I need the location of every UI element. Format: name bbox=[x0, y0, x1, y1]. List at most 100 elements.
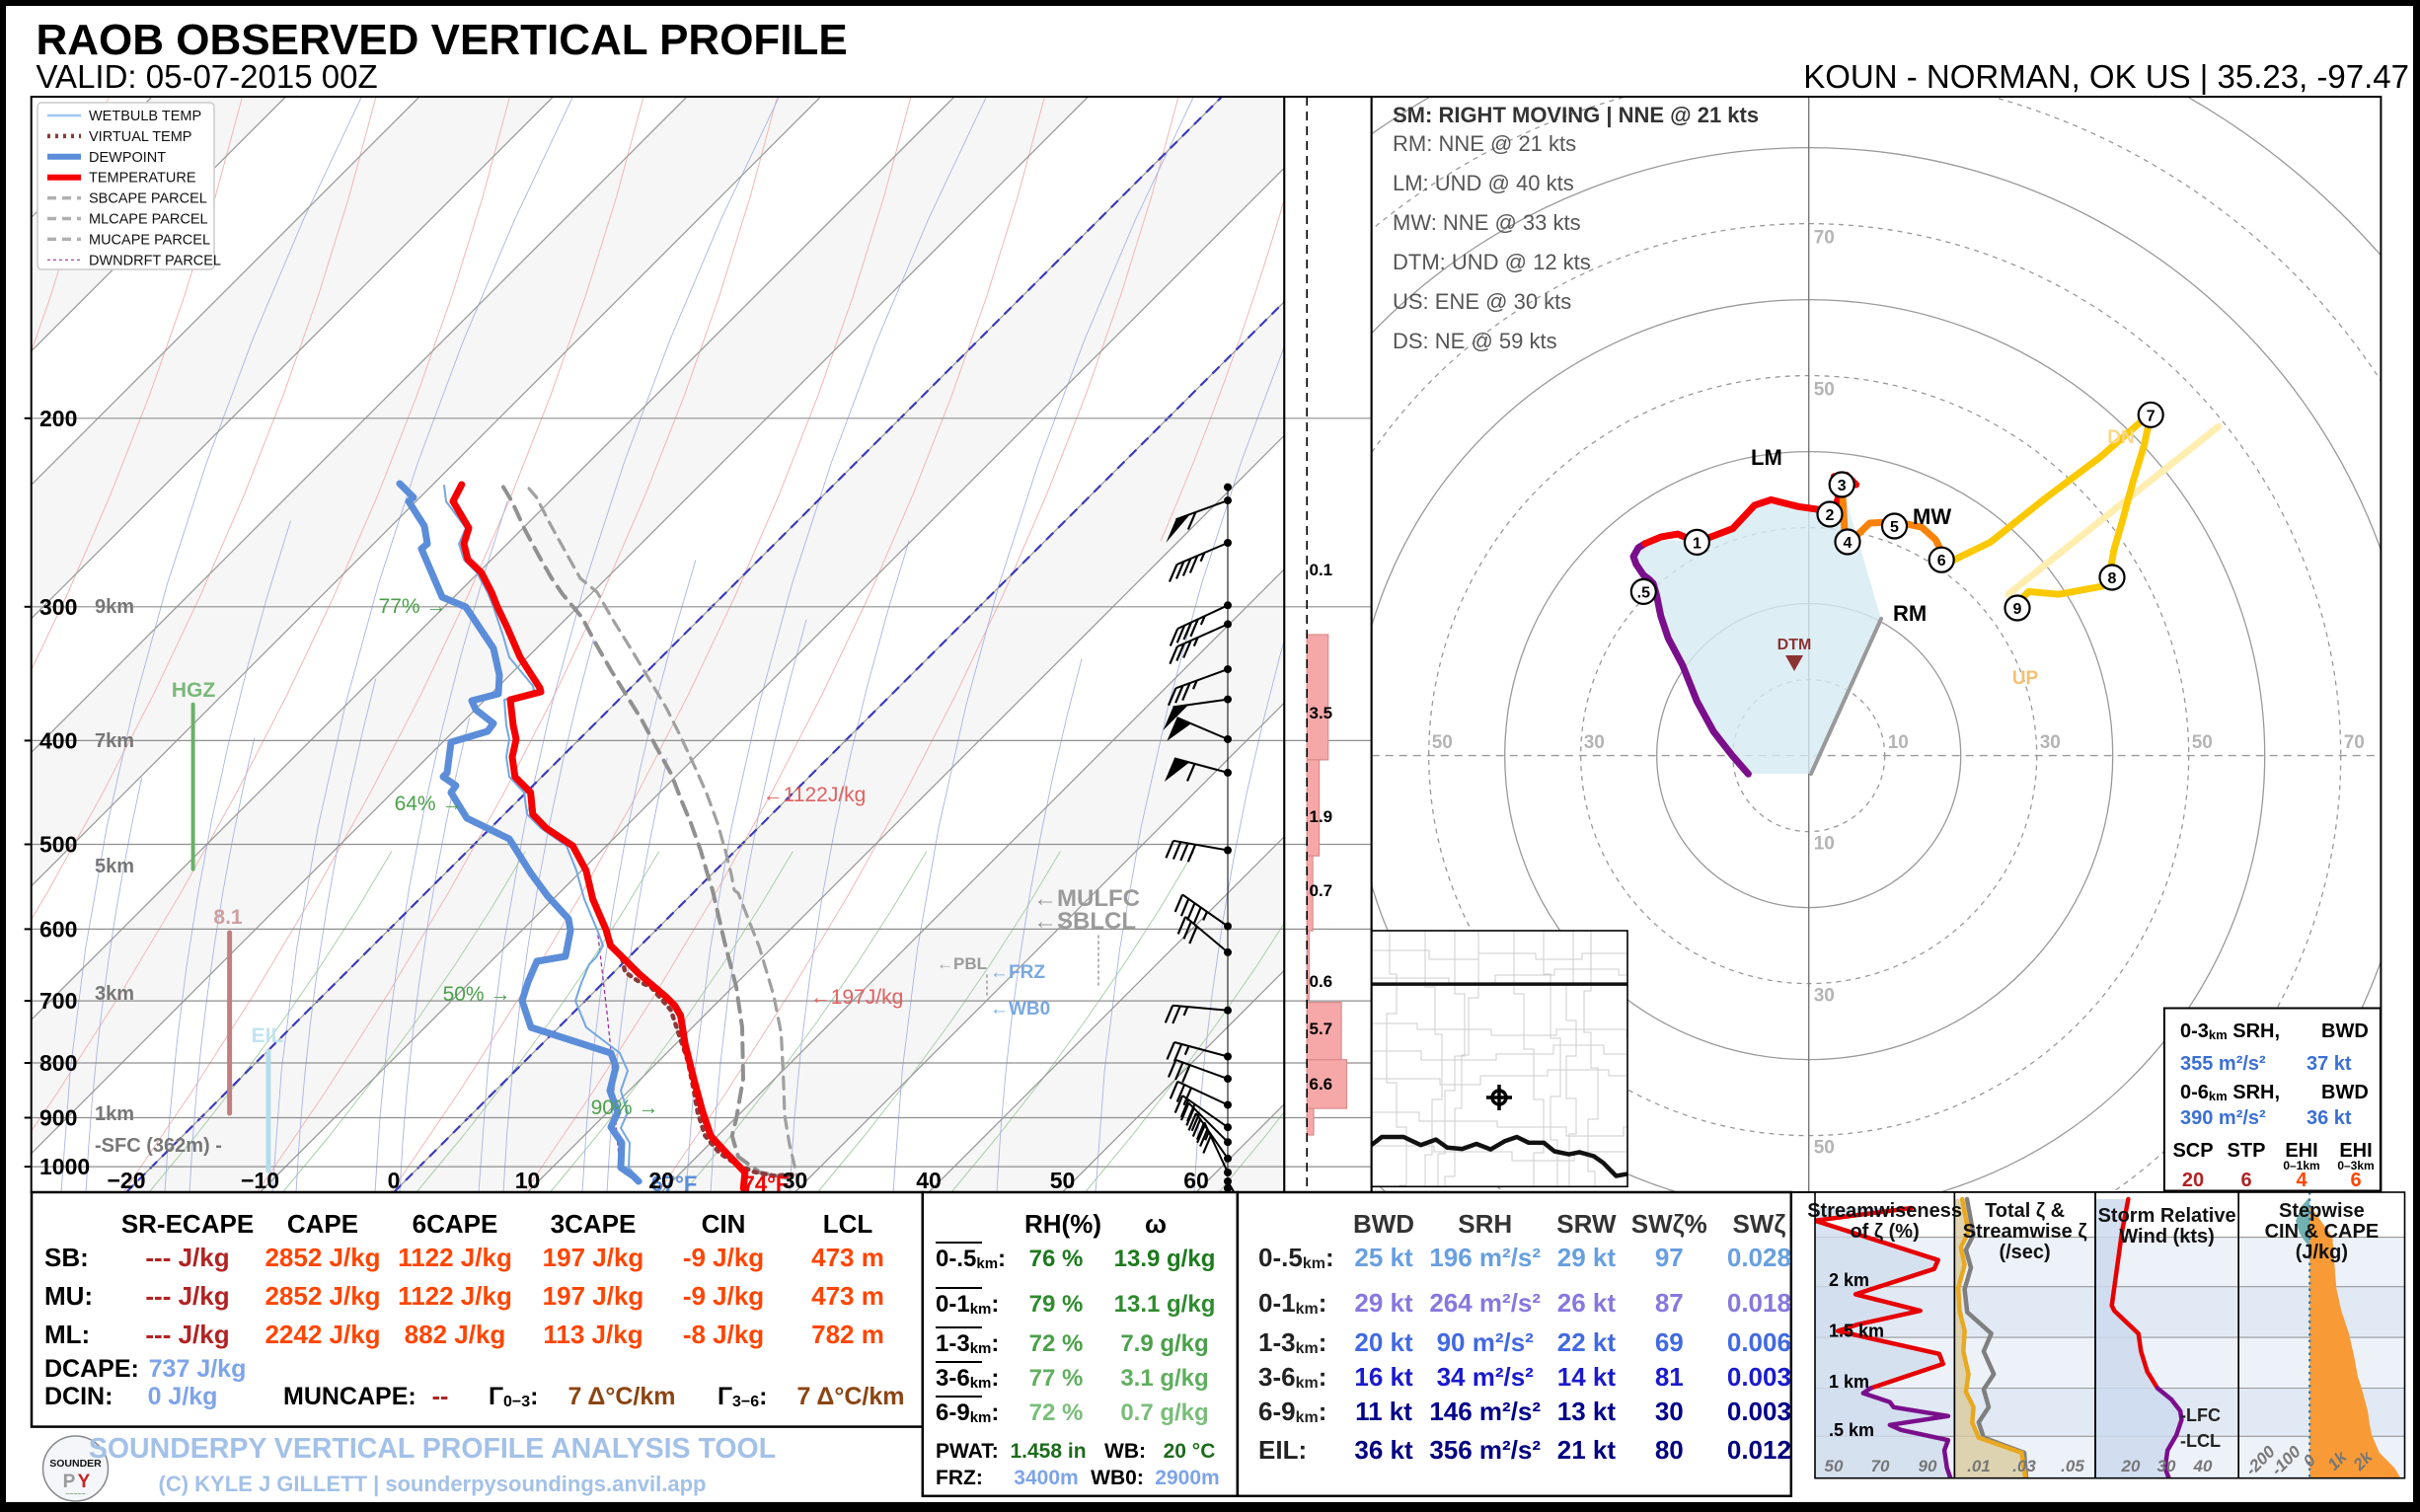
svg-text:97: 97 bbox=[1655, 1243, 1684, 1272]
svg-text:0-3km SRH,: 0-3km SRH, bbox=[2180, 1021, 2280, 1042]
svg-text:390 m²/s²: 390 m²/s² bbox=[2180, 1107, 2266, 1129]
svg-text:90% →: 90% → bbox=[591, 1096, 659, 1119]
svg-text:6: 6 bbox=[1937, 553, 1946, 569]
svg-text:13 kt: 13 kt bbox=[1557, 1397, 1617, 1426]
svg-text:4: 4 bbox=[1844, 535, 1853, 552]
svg-text:30: 30 bbox=[1814, 986, 1835, 1007]
svg-text:22 kt: 22 kt bbox=[1557, 1327, 1617, 1357]
svg-text:0.028: 0.028 bbox=[1727, 1243, 1791, 1272]
svg-text:WB0:: WB0: bbox=[1091, 1467, 1144, 1489]
svg-text:20: 20 bbox=[648, 1168, 674, 1193]
svg-text:113 J/kg: 113 J/kg bbox=[543, 1320, 643, 1349]
svg-text:30: 30 bbox=[1584, 732, 1605, 753]
svg-text:DTM: UND @ 12 kts: DTM: UND @ 12 kts bbox=[1393, 250, 1591, 274]
svg-text:30: 30 bbox=[2157, 1457, 2176, 1475]
svg-text:1000: 1000 bbox=[39, 1154, 90, 1179]
svg-text:10: 10 bbox=[1814, 834, 1835, 855]
svg-text:US: ENE @ 30 kts: US: ENE @ 30 kts bbox=[1393, 289, 1571, 314]
svg-text:50: 50 bbox=[1825, 1457, 1844, 1475]
svg-text:-8 J/kg: -8 J/kg bbox=[683, 1320, 764, 1349]
svg-text:EHI: EHI bbox=[2339, 1140, 2372, 1162]
svg-text:76 %: 76 % bbox=[1029, 1246, 1084, 1272]
svg-text:Total ζ &: Total ζ & bbox=[1985, 1200, 2065, 1222]
svg-text:6: 6 bbox=[2350, 1170, 2361, 1191]
svg-text:50: 50 bbox=[1814, 380, 1835, 401]
svg-text:79 %: 79 % bbox=[1029, 1291, 1084, 1318]
svg-text:Streamwise ζ: Streamwise ζ bbox=[1963, 1221, 2087, 1243]
svg-text:of ζ (%): of ζ (%) bbox=[1850, 1221, 1919, 1243]
svg-text:MU:: MU: bbox=[44, 1281, 93, 1311]
svg-text:2242 J/kg: 2242 J/kg bbox=[265, 1320, 380, 1349]
svg-text:50: 50 bbox=[1432, 732, 1453, 753]
svg-text:DCIN:: DCIN: bbox=[44, 1383, 113, 1410]
svg-text:146 m²/s²: 146 m²/s² bbox=[1429, 1397, 1541, 1426]
svg-text:782 m: 782 m bbox=[811, 1320, 884, 1349]
svg-text:197 J/kg: 197 J/kg bbox=[543, 1243, 644, 1272]
svg-text:8.1: 8.1 bbox=[213, 906, 243, 929]
svg-text:21 kt: 21 kt bbox=[1557, 1435, 1617, 1465]
svg-text:--: -- bbox=[432, 1383, 449, 1410]
svg-text:P: P bbox=[63, 1472, 76, 1492]
svg-text:-9 J/kg: -9 J/kg bbox=[683, 1281, 764, 1311]
svg-text:DTM: DTM bbox=[1777, 637, 1812, 653]
svg-text:SBCAPE PARCEL: SBCAPE PARCEL bbox=[89, 191, 207, 207]
svg-text:0-6km SRH,: 0-6km SRH, bbox=[2180, 1082, 2280, 1103]
svg-text:0-.5km:: 0-.5km: bbox=[936, 1246, 1006, 1272]
svg-text:400: 400 bbox=[39, 727, 77, 753]
svg-text:8: 8 bbox=[2108, 570, 2117, 587]
svg-text:0–1km: 0–1km bbox=[2283, 1159, 2319, 1172]
svg-text:36 kt: 36 kt bbox=[2307, 1107, 2352, 1129]
svg-text:1: 1 bbox=[1693, 535, 1702, 552]
svg-text:700: 700 bbox=[39, 988, 77, 1014]
svg-text:30: 30 bbox=[783, 1168, 808, 1193]
svg-text:-LFC: -LFC bbox=[2180, 1405, 2221, 1425]
svg-text:ML:: ML: bbox=[44, 1320, 90, 1349]
svg-text:LCL: LCL bbox=[823, 1209, 873, 1239]
svg-text:1122 J/kg: 1122 J/kg bbox=[398, 1243, 512, 1272]
svg-text:60: 60 bbox=[1183, 1168, 1209, 1193]
svg-text:473 m: 473 m bbox=[811, 1243, 884, 1272]
svg-text:STP: STP bbox=[2228, 1140, 2266, 1162]
svg-text:81: 81 bbox=[1655, 1362, 1684, 1392]
svg-text:−20: −20 bbox=[107, 1168, 145, 1193]
svg-text:300: 300 bbox=[39, 594, 77, 620]
svg-text:Streamwiseness: Streamwiseness bbox=[1807, 1200, 1962, 1222]
svg-text:13.1 g/kg: 13.1 g/kg bbox=[1114, 1291, 1216, 1318]
svg-text:MUCAPE PARCEL: MUCAPE PARCEL bbox=[89, 232, 210, 248]
svg-text:BWD: BWD bbox=[2321, 1082, 2369, 1103]
svg-text:BWD: BWD bbox=[2321, 1021, 2369, 1042]
svg-text:SRH: SRH bbox=[1458, 1209, 1512, 1239]
svg-text:0–3km: 0–3km bbox=[2337, 1159, 2374, 1172]
svg-text:1.9: 1.9 bbox=[1310, 807, 1333, 826]
svg-text:6: 6 bbox=[2240, 1170, 2251, 1191]
svg-text:SM: RIGHT MOVING | NNE @ 21 kt: SM: RIGHT MOVING | NNE @ 21 kts bbox=[1393, 103, 1759, 127]
svg-text:37 kt: 37 kt bbox=[2307, 1053, 2352, 1075]
svg-text:355 m²/s²: 355 m²/s² bbox=[2180, 1053, 2266, 1075]
svg-text:737 J/kg: 737 J/kg bbox=[149, 1355, 247, 1383]
svg-text:UP: UP bbox=[2012, 668, 2039, 689]
svg-text:LM: UND @ 40 kts: LM: UND @ 40 kts bbox=[1393, 171, 1574, 195]
svg-text:(C) KYLE J GILLETT | sounderpy: (C) KYLE J GILLETT | sounderpysoundings.… bbox=[159, 1472, 707, 1496]
svg-text:0.006: 0.006 bbox=[1727, 1327, 1791, 1357]
svg-text:356 m²/s²: 356 m²/s² bbox=[1429, 1435, 1541, 1465]
svg-text:36 kt: 36 kt bbox=[1354, 1435, 1413, 1465]
svg-text:TEMPERATURE: TEMPERATURE bbox=[89, 171, 196, 187]
svg-text:29 kt: 29 kt bbox=[1557, 1243, 1617, 1272]
svg-text:6.6: 6.6 bbox=[1310, 1075, 1333, 1094]
svg-text:3CAPE: 3CAPE bbox=[551, 1209, 637, 1239]
svg-text:(/sec): (/sec) bbox=[1999, 1242, 2050, 1263]
svg-text:MUNCAPE:: MUNCAPE: bbox=[283, 1383, 416, 1410]
svg-text:4: 4 bbox=[2296, 1170, 2307, 1191]
svg-text:-SFC (362m) -: -SFC (362m) - bbox=[95, 1135, 222, 1157]
svg-text:77% →: 77% → bbox=[379, 595, 447, 618]
svg-text:2900m: 2900m bbox=[1155, 1467, 1219, 1489]
svg-text:WETBULB TEMP: WETBULB TEMP bbox=[89, 109, 201, 124]
svg-text:0.003: 0.003 bbox=[1727, 1362, 1791, 1392]
svg-text:SR-ECAPE: SR-ECAPE bbox=[121, 1209, 254, 1239]
svg-text:80: 80 bbox=[1655, 1435, 1684, 1465]
svg-text:50% →: 50% → bbox=[443, 983, 511, 1006]
svg-text:SRW: SRW bbox=[1556, 1209, 1617, 1239]
svg-text:26 kt: 26 kt bbox=[1557, 1288, 1617, 1318]
svg-text:Y: Y bbox=[78, 1472, 91, 1492]
svg-text:9: 9 bbox=[2013, 601, 2022, 618]
